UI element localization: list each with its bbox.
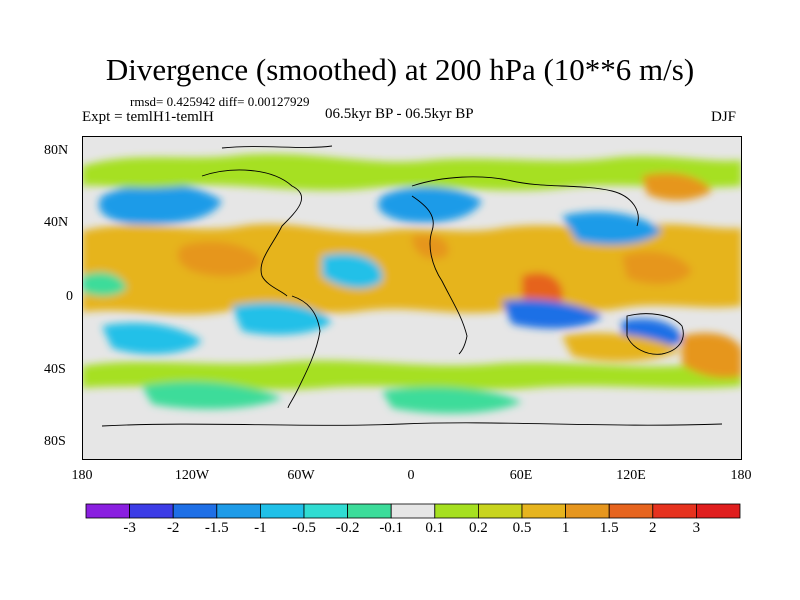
colorbar-cell (608, 503, 654, 519)
colorbar-cell (565, 503, 610, 519)
colorbar-label: -0.2 (335, 520, 360, 536)
lon-tick-60e: 60E (509, 468, 533, 483)
colorbar-label: -3 (123, 520, 136, 536)
colorbar (85, 503, 741, 519)
coast-eurasia (411, 176, 639, 227)
coast-antarctica (101, 422, 723, 427)
colorbar-cell (347, 503, 392, 519)
colorbar-label: 0.5 (512, 520, 532, 536)
lon-tick-120e: 120E (616, 468, 646, 483)
experiment-label: Expt = temlH1-temlH (82, 109, 214, 125)
colorbar-cell (172, 503, 218, 519)
colorbar-cell (259, 503, 305, 519)
colorbar-cell (129, 503, 174, 519)
colorbar-label: 3 (692, 520, 701, 536)
coast-africa (411, 195, 468, 355)
season-label: DJF (711, 109, 737, 125)
colorbar-label: -1 (254, 520, 267, 536)
coast-south-america (287, 295, 321, 409)
colorbar-cell (521, 503, 566, 519)
colorbar-label: -1.5 (204, 520, 229, 536)
lat-tick-80s: 80S (44, 434, 66, 449)
colorbar-label: -0.5 (292, 520, 316, 536)
colorbar-cell (85, 503, 130, 519)
colorbar-cell (303, 503, 348, 519)
coast-australia (626, 313, 684, 355)
lat-tick-40n: 40N (44, 215, 69, 230)
lon-tick-60w: 60W (287, 468, 315, 483)
stats-text: rmsd= 0.425942 diff= 0.00127929 (130, 94, 310, 109)
divergence-map (82, 136, 742, 460)
lat-tick-0: 0 (66, 289, 73, 304)
colorbar-label: -2 (166, 520, 180, 536)
coast-north-america (201, 169, 303, 297)
divergence-field (82, 153, 742, 414)
colorbar-cell (434, 503, 479, 519)
lon-tick-180e: 180 (730, 468, 752, 483)
lon-tick-120w: 120W (174, 468, 210, 483)
colorbar-cell (652, 503, 697, 519)
colorbar-label: 0.1 (425, 520, 445, 536)
lat-tick-40s: 40S (44, 362, 66, 377)
lon-tick-180w: 180 (71, 468, 93, 483)
figure-title: Divergence (smoothed) at 200 hPa (10**6 … (105, 52, 695, 87)
coastlines (101, 145, 723, 427)
colorbar-cell (477, 503, 523, 519)
colorbar-label: 2 (649, 520, 657, 536)
colorbar-cell (390, 503, 436, 519)
colorbar-cell (696, 503, 741, 519)
lon-tick-0: 0 (407, 468, 415, 483)
lat-tick-80n: 80N (44, 143, 69, 158)
colorbar-label: -0.1 (379, 520, 404, 536)
coast-arctic (221, 145, 333, 149)
colorbar-cell (216, 503, 261, 519)
colorbar-label: 1.5 (599, 520, 619, 536)
colorbar-label: 1 (561, 520, 570, 536)
period-label: 06.5kyr BP - 06.5kyr BP (325, 106, 474, 122)
map-frame (82, 136, 742, 460)
colorbar-label: 0.2 (469, 520, 488, 536)
